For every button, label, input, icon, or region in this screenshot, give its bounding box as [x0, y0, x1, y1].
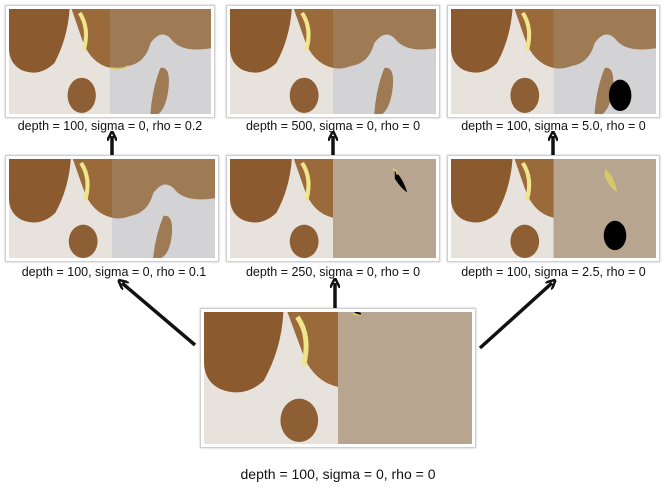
label-mid-right: depth = 100, sigma = 2.5, rho = 0 [461, 265, 646, 279]
label-top-left: depth = 100, sigma = 0, rho = 0.2 [17, 119, 203, 133]
panel-image [9, 9, 211, 114]
panel-mid-right [447, 155, 660, 262]
label-base: depth = 100, sigma = 0, rho = 0 [240, 466, 436, 482]
label-top-center: depth = 500, sigma = 0, rho = 0 [245, 119, 421, 133]
panel-image [230, 159, 436, 258]
panel-mid-center [226, 155, 440, 262]
panel-top-left [5, 5, 215, 118]
panel-image [204, 312, 472, 444]
label-top-right: depth = 100, sigma = 5.0, rho = 0 [461, 119, 646, 133]
panel-mid-left [5, 155, 219, 262]
panel-image [451, 9, 656, 114]
panel-image [230, 9, 436, 114]
panel-base [200, 308, 476, 448]
arrow-base-to-mid-right [478, 283, 552, 350]
panel-image [9, 159, 215, 258]
arrow-base-to-mid-left [122, 283, 197, 347]
panel-top-right [447, 5, 660, 118]
label-mid-left: depth = 100, sigma = 0, rho = 0.1 [21, 265, 207, 279]
panel-image [451, 159, 656, 258]
label-mid-center: depth = 250, sigma = 0, rho = 0 [245, 265, 421, 279]
panel-top-center [226, 5, 440, 118]
